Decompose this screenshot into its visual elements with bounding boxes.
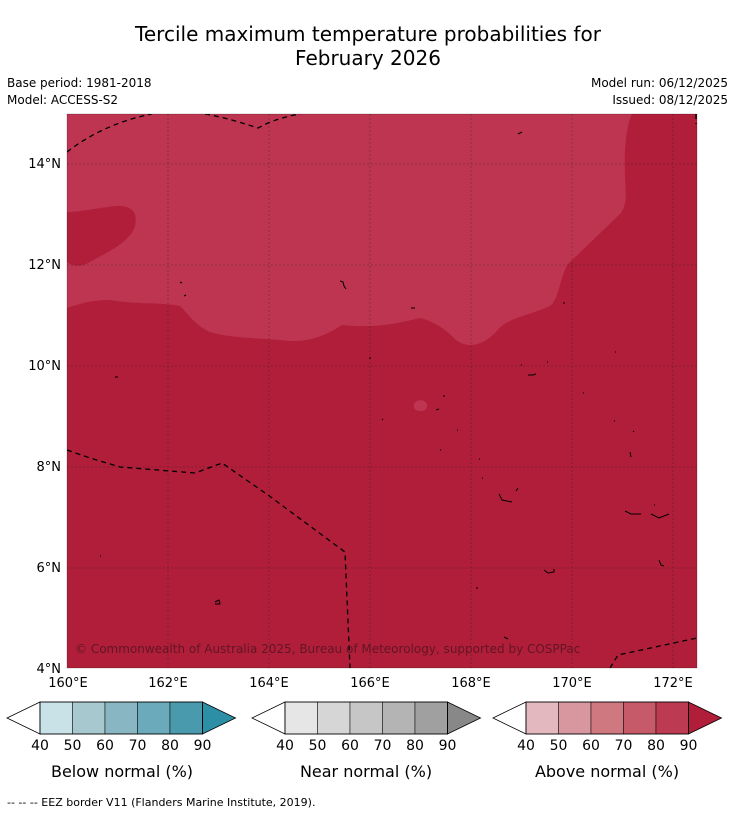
colorbar-tick-label: 50 — [550, 738, 568, 754]
colorbar-tick-label: 40 — [276, 738, 294, 754]
lat-label-4n: 4°N — [37, 662, 62, 677]
lon-tick-labels: 160°E 162°E 164°E 166°E 168°E 170°E 172°… — [48, 676, 693, 691]
lon-label-162e: 162°E — [148, 676, 188, 691]
colorbar-tick-label: 90 — [439, 738, 457, 754]
colorbar-segment — [317, 701, 351, 735]
colorbar-tick-label: 70 — [615, 738, 633, 754]
lon-label-160e: 160°E — [48, 676, 88, 691]
lon-label-164e: 164°E — [249, 676, 289, 691]
colorbar-segment — [590, 701, 624, 735]
eez-borders — [67, 114, 697, 668]
colorbar-arrow-low — [6, 701, 41, 735]
colorbar-tick-label: 50 — [309, 738, 327, 754]
colorbar-title-below: Below normal (%) — [50, 762, 194, 781]
eez-border-west — [67, 449, 351, 668]
colorbar-title-above: Above normal (%) — [534, 762, 680, 781]
lon-label-166e: 166°E — [350, 676, 390, 691]
colorbar-arrow-high — [202, 701, 237, 735]
colorbar-arrow-high — [688, 701, 723, 735]
lon-label-172e: 172°E — [653, 676, 693, 691]
map-frame — [66, 113, 698, 669]
islands — [100, 131, 670, 640]
meta-right: Model run: 06/12/2025 Issued: 08/12/2025 — [591, 75, 728, 109]
colorbar-tick-label: 60 — [341, 738, 359, 754]
map-title: Tercile maximum temperature probabilitie… — [0, 22, 736, 70]
title-line-1: Tercile maximum temperature probabilitie… — [135, 22, 601, 46]
colorbar-arrow-low — [492, 701, 527, 735]
colorbar-outline — [39, 701, 203, 735]
lon-label-168e: 168°E — [451, 676, 491, 691]
colorbar-near-swatches: 40 50 60 70 80 90 — [251, 701, 482, 754]
issued-date: Issued: 08/12/2025 — [612, 93, 728, 107]
colorbar-segment — [525, 701, 559, 735]
map: © Commonwealth of Australia 2025, Bureau… — [28, 113, 698, 691]
gridlines — [67, 114, 697, 668]
colorbar-segment — [349, 701, 383, 735]
colorbar-near-normal: 40 50 60 70 80 90 — [251, 701, 482, 754]
colorbar-tick-label: 60 — [582, 738, 600, 754]
island-patch — [413, 400, 428, 412]
colorbar-tick-label: 60 — [96, 738, 114, 754]
colorbar-segment — [382, 701, 416, 735]
meta-left: Base period: 1981-2018 Model: ACCESS-S2 — [7, 75, 152, 109]
colorbar-tick-label: 50 — [64, 738, 82, 754]
colorbar-segment — [104, 701, 138, 735]
colorbar-outline — [284, 701, 448, 735]
map-credit: © Commonwealth of Australia 2025, Bureau… — [75, 642, 580, 656]
colorbar-segment — [137, 701, 171, 735]
lat-label-10n: 10°N — [28, 359, 61, 374]
colorbar-tick-label: 80 — [647, 738, 665, 754]
lon-label-170e: 170°E — [552, 676, 592, 691]
lat-tick-labels: 14°N 12°N 10°N 8°N 6°N 4°N — [28, 157, 61, 677]
colorbar-tick-label: 40 — [517, 738, 535, 754]
eez-border-north — [67, 114, 153, 153]
probability-zone-80-90-patch — [67, 205, 136, 266]
colorbar-segment — [72, 701, 106, 735]
colorbar-tick-label: 80 — [406, 738, 424, 754]
colorbar-segment — [558, 701, 592, 735]
title-line-2: February 2026 — [295, 46, 441, 70]
colorbar-below-normal: 40 50 60 70 80 90 — [6, 701, 237, 754]
colorbar-above-normal: 40 50 60 70 80 90 — [492, 701, 723, 754]
colorbar-tick-label: 70 — [129, 738, 147, 754]
probability-zone-70-80 — [67, 114, 632, 346]
colorbar-segment — [284, 701, 318, 735]
lat-label-14n: 14°N — [28, 157, 61, 172]
colorbar-segment — [623, 701, 657, 735]
eez-border-north-2 — [204, 114, 301, 129]
colorbar-tick-label: 80 — [161, 738, 179, 754]
lat-label-8n: 8°N — [37, 460, 62, 475]
colorbar-segment — [655, 701, 689, 735]
colorbar-below-swatches: 40 50 60 70 80 90 — [6, 701, 237, 754]
colorbar-tick-label: 90 — [680, 738, 698, 754]
lat-label-12n: 12°N — [28, 258, 61, 273]
model-name: Model: ACCESS-S2 — [7, 93, 119, 107]
colorbar-above-swatches: 40 50 60 70 80 90 — [492, 701, 723, 754]
colorbar-segment — [39, 701, 73, 735]
colorbar-arrow-low — [251, 701, 286, 735]
colorbar-tick-label: 40 — [31, 738, 49, 754]
colorbar-segment — [414, 701, 448, 735]
colorbar-segment — [169, 701, 203, 735]
colorbar-title-near: Near normal (%) — [299, 762, 433, 781]
colorbar-tick-label: 70 — [374, 738, 392, 754]
colorbar-outline — [525, 701, 689, 735]
model-run: Model run: 06/12/2025 — [590, 76, 728, 90]
colorbar-arrow-high — [447, 701, 482, 735]
base-period: Base period: 1981-2018 — [7, 76, 152, 90]
lat-label-6n: 6°N — [37, 561, 62, 576]
colorbar-tick-label: 90 — [194, 738, 212, 754]
eez-footnote: -- -- -- EEZ border V11 (Flanders Marine… — [7, 796, 316, 809]
